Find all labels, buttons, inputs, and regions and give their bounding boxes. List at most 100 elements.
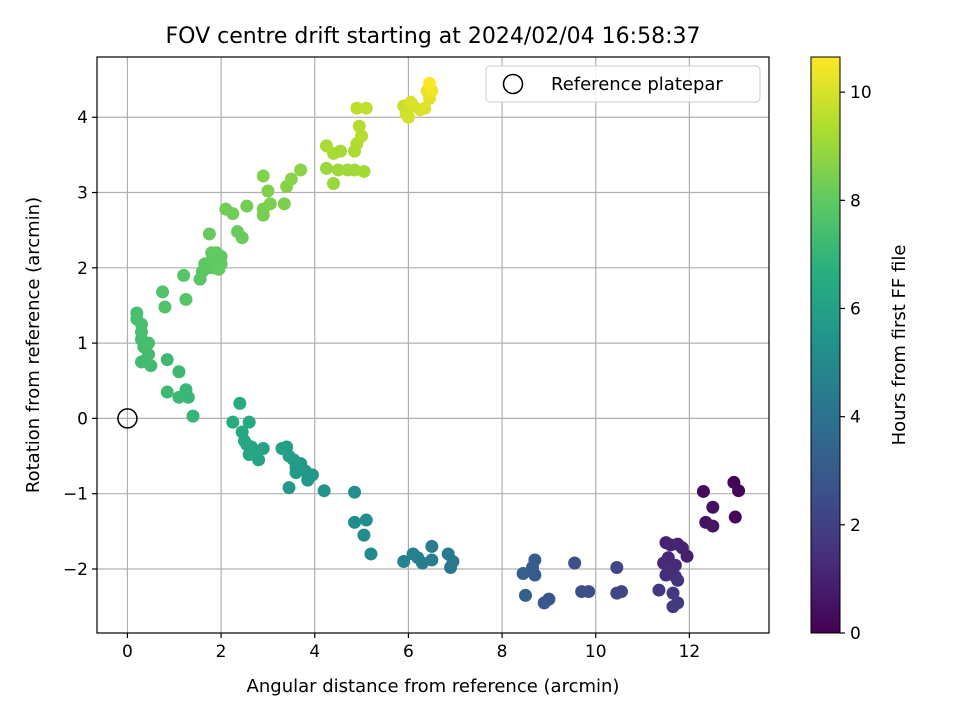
data-point: [357, 528, 371, 542]
data-point: [728, 510, 742, 524]
data-point: [289, 460, 303, 474]
colorbar-tick-label: 4: [850, 408, 861, 428]
data-point: [205, 246, 219, 260]
data-point: [422, 76, 436, 90]
colorbar-tick-label: 8: [850, 191, 861, 211]
x-tick-label: 6: [403, 642, 414, 662]
data-point: [418, 101, 432, 115]
data-point: [179, 292, 193, 306]
data-point: [706, 519, 720, 533]
data-point: [518, 588, 532, 602]
data-point: [334, 144, 348, 158]
data-point: [156, 285, 170, 299]
data-point: [177, 268, 191, 282]
x-tick-label: 12: [679, 642, 701, 662]
data-points: [130, 76, 746, 614]
data-point: [610, 586, 624, 600]
data-point: [401, 110, 415, 124]
data-point: [444, 560, 458, 574]
data-point: [226, 415, 240, 429]
data-point: [516, 567, 530, 581]
data-point: [319, 161, 333, 175]
chart-title: FOV centre drift starting at 2024/02/04 …: [166, 24, 701, 49]
data-point: [240, 199, 254, 213]
colorbar-tick-label: 2: [850, 516, 861, 536]
data-point: [406, 547, 420, 561]
y-tick-label: 3: [77, 184, 88, 204]
plot-frame: [96, 56, 770, 634]
data-point: [671, 573, 685, 587]
data-point: [575, 585, 589, 599]
data-point: [441, 547, 455, 561]
data-point: [397, 554, 411, 568]
data-point: [661, 564, 675, 578]
data-point: [277, 197, 291, 211]
x-tick-label: 0: [122, 642, 133, 662]
data-point: [275, 442, 289, 456]
colorbar-label: Hours from first FF file: [889, 245, 910, 446]
data-point: [568, 556, 582, 570]
data-point: [172, 365, 186, 379]
data-point: [331, 163, 345, 177]
data-point: [348, 485, 362, 499]
data-point: [355, 129, 369, 143]
data-point: [242, 415, 256, 429]
legend-marker-icon: [502, 73, 524, 95]
y-axis-label: Rotation from reference (arcmin): [23, 197, 44, 493]
data-point: [233, 396, 247, 410]
data-point: [202, 227, 216, 241]
x-axis-label: Angular distance from reference (arcmin): [247, 676, 620, 697]
data-point: [706, 500, 720, 514]
x-tick-label: 10: [585, 642, 607, 662]
y-tick-label: 4: [77, 108, 88, 128]
x-axis-ticks: 0 2 4 6 8 10 12: [122, 633, 700, 662]
data-point: [666, 586, 680, 600]
data-point: [284, 172, 298, 186]
data-point: [537, 596, 551, 610]
data-point: [359, 513, 373, 527]
data-point: [352, 119, 366, 133]
data-point: [235, 231, 249, 245]
data-point: [226, 207, 240, 221]
data-point: [348, 515, 362, 529]
colorbar-tick-label: 10: [850, 83, 872, 103]
x-tick-label: 4: [309, 642, 320, 662]
data-point: [158, 300, 172, 314]
data-point: [732, 484, 746, 498]
data-point: [294, 163, 308, 177]
y-tick-label: −2: [63, 560, 88, 580]
data-point: [160, 353, 174, 367]
data-point: [350, 101, 364, 115]
data-point: [357, 164, 371, 178]
y-tick-label: 1: [77, 334, 88, 354]
colorbar-gradient: [810, 56, 841, 634]
data-point: [186, 409, 200, 423]
data-point: [696, 484, 710, 498]
y-tick-label: 2: [77, 259, 88, 279]
data-point: [317, 484, 331, 498]
y-tick-label: −1: [63, 485, 88, 505]
data-point: [666, 600, 680, 614]
data-point: [425, 539, 439, 553]
data-point: [256, 169, 270, 183]
y-axis-ticks: −2 −1 0 1 2 3 4: [63, 108, 97, 580]
data-point: [319, 139, 333, 153]
data-point: [404, 95, 418, 109]
legend: Reference platepar: [485, 65, 761, 103]
data-point: [130, 306, 144, 320]
data-point: [326, 176, 340, 190]
data-point: [242, 448, 256, 462]
legend-entry: Reference platepar: [551, 74, 723, 95]
colorbar-tick-label: 0: [850, 624, 861, 644]
data-point: [235, 425, 249, 439]
data-point: [675, 541, 689, 555]
data-point: [364, 547, 378, 561]
data-point: [172, 390, 186, 404]
colorbar-tick-label: 6: [850, 299, 861, 319]
reference-platepar-marker: [117, 408, 138, 429]
data-point: [212, 262, 226, 276]
x-tick-label: 8: [497, 642, 508, 662]
data-point: [160, 385, 174, 399]
data-point: [261, 184, 275, 198]
